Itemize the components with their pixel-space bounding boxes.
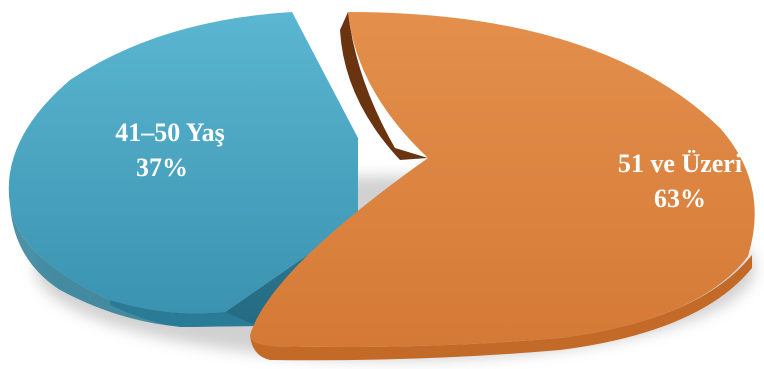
slice-51-plus-top [250, 12, 755, 347]
slice-51-plus-label: 51 ve Üzeri [618, 149, 742, 178]
slice-51-plus-inner-wall [340, 12, 428, 160]
slice-51-plus-value: 63% [654, 184, 706, 213]
slice-51-plus-side [250, 255, 752, 361]
slice-41-50-top [8, 12, 358, 314]
slice-41-50-label: 41–50 Yaş [115, 118, 225, 147]
slice-51-plus [250, 12, 755, 361]
slice-41-50-value: 37% [136, 153, 188, 182]
